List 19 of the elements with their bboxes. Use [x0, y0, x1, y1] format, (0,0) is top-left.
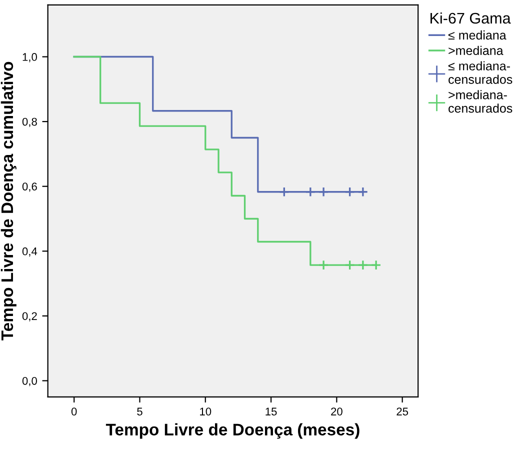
- legend-label: ≤ mediana- censurados: [448, 61, 512, 84]
- x-tick-label: 5: [137, 408, 142, 416]
- legend-label: >mediana: [448, 46, 504, 56]
- x-axis-title: Tempo Livre de Doença (meses): [106, 423, 360, 439]
- x-tick-label: 20: [331, 408, 342, 416]
- x-tick-label: 25: [396, 408, 408, 416]
- y-tick-label: 0,4: [22, 247, 38, 257]
- y-tick-label: 0,0: [22, 376, 37, 386]
- y-tick-label: 0,8: [22, 118, 37, 128]
- y-axis-title: Tempo Livre de Doença cumulativo: [0, 62, 16, 340]
- y-tick-label: 1,0: [22, 53, 37, 62]
- y-tick-label: 0,2: [22, 312, 37, 322]
- legend-label: ≤ mediana: [448, 30, 506, 40]
- x-tick-label: 10: [200, 408, 212, 416]
- legend-label: >mediana- censurados: [448, 90, 512, 113]
- x-tick-label: 15: [266, 408, 277, 416]
- x-tick-label: 0: [71, 408, 77, 416]
- legend-title: Ki-67 Gama: [430, 12, 511, 24]
- y-tick-label: 0,6: [22, 182, 37, 192]
